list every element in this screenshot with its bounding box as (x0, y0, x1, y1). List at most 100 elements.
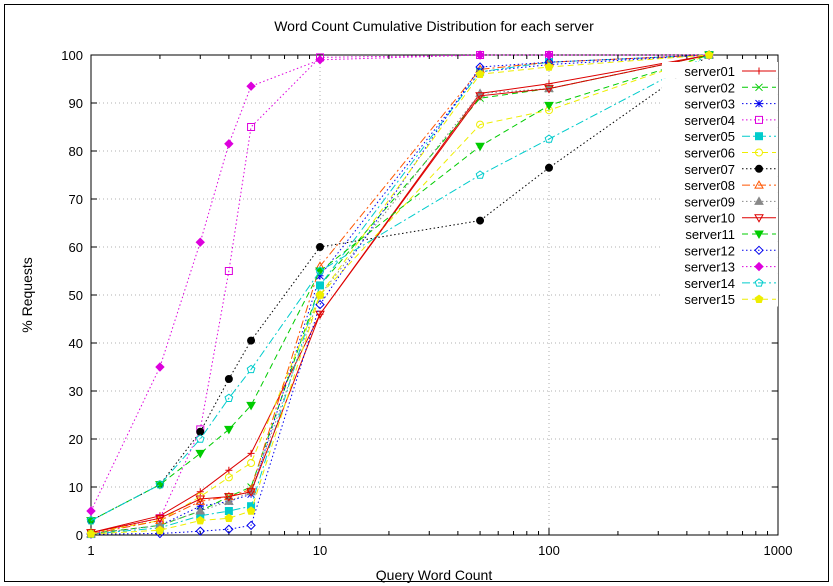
series-line-server11 (90, 54, 710, 522)
data-point-server10 (315, 310, 325, 320)
y-tick-label: 70 (69, 192, 83, 207)
data-point-server07 (476, 216, 485, 225)
y-tick-label: 0 (76, 528, 83, 543)
legend-entry-bg (662, 176, 778, 193)
data-point-server11 (224, 425, 234, 435)
data-point-server13 (315, 55, 325, 65)
legend-entry-bg (662, 208, 778, 225)
series-server13 (86, 50, 714, 516)
series-line-server12 (90, 54, 710, 535)
series-server05 (87, 51, 714, 539)
data-point-server15 (155, 525, 165, 534)
data-point-server06 (476, 120, 485, 129)
legend-entry-bg (662, 257, 778, 274)
series-line-server10 (90, 54, 710, 534)
y-tick-label: 10 (69, 480, 83, 495)
data-point-server01 (225, 466, 233, 474)
series-line-server09 (90, 54, 710, 535)
y-tick-label: 90 (69, 96, 83, 111)
data-point-server08 (195, 496, 206, 505)
data-point-server10 (246, 488, 256, 497)
legend-swatch-marker (754, 294, 764, 303)
y-tick-label: 60 (69, 240, 83, 255)
series-server08 (86, 49, 714, 538)
data-point-server14 (246, 364, 256, 374)
legend-swatch-marker (754, 278, 764, 287)
data-point-server15 (544, 62, 554, 71)
legend-label: server12 (684, 243, 735, 258)
series-line-server14 (90, 54, 710, 522)
data-point-server10 (224, 493, 234, 502)
legend-entry-server04: server04 (662, 110, 778, 128)
data-point-server14 (544, 134, 554, 143)
legend-swatch-marker (754, 196, 764, 205)
legend-swatch-marker (754, 230, 764, 240)
data-point-server07 (316, 243, 324, 251)
data-point-server07 (545, 163, 553, 172)
legend-entry-bg (662, 110, 778, 128)
series-server09 (86, 49, 714, 538)
legend-swatch-marker (754, 245, 764, 256)
x-tick-label: 100 (538, 543, 560, 558)
data-point-server14 (155, 479, 165, 489)
series-line-server03 (90, 54, 710, 535)
data-point-server14 (224, 393, 234, 402)
data-point-server15 (704, 50, 714, 59)
data-point-server15 (315, 290, 325, 299)
legend-swatch-marker (754, 214, 764, 223)
series-line-server02 (90, 54, 710, 535)
legend-label: server01 (684, 64, 735, 79)
data-point-server11 (246, 401, 256, 411)
legend-entry-server12: server12 (662, 241, 778, 258)
data-point-server11 (475, 142, 485, 152)
series-server15 (86, 50, 714, 538)
legend-entry-bg (662, 273, 778, 291)
series-line-server05 (90, 54, 710, 535)
legend-entry-server03: server03 (662, 94, 778, 112)
data-point-server01 (247, 449, 255, 457)
legend-entry-bg (662, 159, 778, 177)
y-tick-label: 100 (61, 48, 83, 63)
data-point-server04 (247, 123, 256, 131)
legend-label: server09 (684, 194, 735, 209)
legend-label: server08 (684, 178, 735, 193)
legend-label: server11 (685, 227, 735, 242)
series-line-server04 (90, 54, 710, 535)
y-tick-label: 80 (69, 144, 83, 159)
legend-swatch-marker (755, 115, 763, 124)
data-point-server11 (544, 101, 554, 111)
data-point-server07 (247, 336, 256, 345)
data-point-server15 (86, 529, 96, 538)
data-point-server12 (224, 524, 234, 534)
legend-entry-server11: server11 (662, 225, 778, 242)
legend-entry-bg (662, 127, 778, 144)
legend-label: server15 (684, 292, 735, 307)
legend-swatch-marker (755, 164, 763, 173)
y-tick-label: 50 (69, 288, 83, 303)
series-server02 (87, 51, 713, 538)
x-tick-label: 1000 (764, 543, 793, 558)
data-point-server10 (544, 85, 554, 94)
legend-label: server14 (684, 276, 735, 291)
data-point-server12 (195, 526, 205, 536)
legend-entry-server01: server01 (662, 62, 778, 79)
series-line-server13 (90, 54, 710, 512)
data-point-server07 (196, 427, 205, 436)
legend-entry-bg (662, 94, 778, 111)
data-point-server15 (224, 513, 234, 522)
legend-entry-bg (662, 225, 778, 242)
legend-entry-server10: server10 (662, 208, 778, 226)
data-point-server14 (86, 515, 96, 525)
data-point-server13 (155, 362, 165, 372)
legend-label: server02 (684, 80, 735, 95)
y-tick-label: 20 (69, 432, 83, 447)
legend-entry-server07: server07 (662, 159, 778, 177)
legend-label: server03 (684, 97, 735, 112)
data-point-server14 (315, 266, 325, 275)
data-point-server13 (86, 506, 96, 516)
legend-swatch-marker (755, 67, 763, 75)
data-point-server14 (475, 170, 485, 179)
series-server03 (87, 51, 713, 538)
data-point-server10 (195, 495, 206, 505)
